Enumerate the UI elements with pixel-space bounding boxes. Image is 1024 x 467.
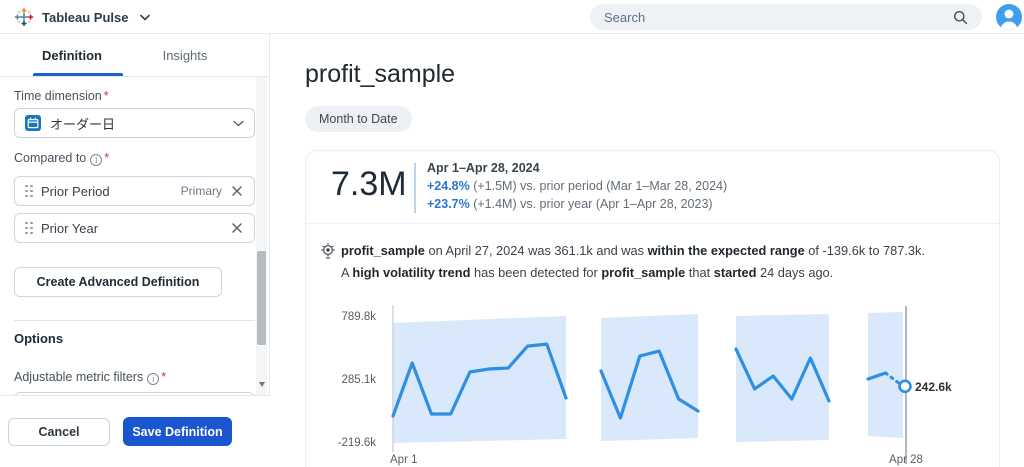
required-mark: * — [104, 151, 110, 165]
insight-text: profit_sample on April 27, 2024 was 361.… — [341, 240, 961, 284]
insight-line-1: profit_sample on April 27, 2024 was 361.… — [341, 243, 925, 258]
drag-handle-icon[interactable] — [25, 184, 33, 198]
user-avatar[interactable] — [996, 4, 1022, 30]
create-advanced-definition-button[interactable]: Create Advanced Definition — [14, 267, 222, 297]
scrollbar-track[interactable] — [256, 77, 267, 395]
calendar-icon — [25, 115, 41, 131]
comparison-block: Apr 1–Apr 28, 2024 +24.8% (+1.5M) vs. pr… — [427, 159, 727, 213]
primary-badge: Primary — [180, 184, 222, 198]
metric-card: 7.3M Apr 1–Apr 28, 2024 +24.8% (+1.5M) v… — [305, 150, 1000, 467]
compared-to-label: Compared to i * — [14, 151, 110, 166]
comparison-prior-period: +24.8% (+1.5M) vs. prior period (Mar 1–M… — [427, 179, 728, 193]
chip-label: Prior Year — [41, 220, 99, 236]
scrollbar-thumb[interactable] — [257, 251, 266, 345]
chip-label: Prior Period — [41, 183, 110, 199]
remove-chip-button[interactable] — [230, 221, 244, 235]
sidebar-tabs: Definition Insights — [0, 34, 269, 77]
current-value-label: 242.6k — [915, 380, 952, 394]
scrollbar-down-arrow[interactable] — [256, 377, 267, 391]
app-switcher[interactable]: Tableau Pulse — [14, 0, 151, 34]
person-icon — [1000, 9, 1018, 30]
comparison-prior-year: +23.7% (+1.4M) vs. prior year (Apr 1–Apr… — [427, 197, 713, 211]
comparison-chip-prior-year[interactable]: Prior Year — [14, 213, 255, 243]
info-icon: i — [90, 154, 103, 166]
section-divider — [14, 320, 255, 321]
card-divider — [306, 223, 999, 224]
tableau-logo-icon — [14, 8, 34, 26]
time-dimension-label: Time dimension * — [14, 89, 109, 103]
sidebar-footer: Cancel Save Definition — [0, 395, 270, 467]
sidebar-scroll-area: Time dimension * オーダー日 Compared to i * Prio… — [0, 77, 269, 395]
y-axis-tick: 285.1k — [341, 374, 376, 386]
x-axis-tick: Apr 28 — [889, 454, 923, 466]
chevron-down-icon — [233, 120, 244, 126]
options-heading: Options — [14, 331, 64, 346]
page-title: profit_sample — [305, 60, 456, 88]
insight-lightbulb-icon — [321, 243, 335, 259]
search-icon — [954, 10, 968, 24]
top-bar: Tableau Pulse Search — [0, 0, 1024, 34]
x-axis-tick: Apr 1 — [390, 454, 418, 466]
active-tab-underline — [33, 73, 123, 76]
y-axis-tick: -219.6k — [337, 437, 376, 449]
definition-sidebar: Definition Insights Time dimension * オーダー… — [0, 34, 270, 467]
info-icon: i — [147, 373, 160, 385]
app-title: Tableau Pulse — [42, 9, 129, 25]
cancel-button[interactable]: Cancel — [8, 418, 110, 446]
metric-value: 7.3M — [331, 165, 407, 203]
insight-line-2: A high volatility trend has been detecte… — [341, 265, 834, 280]
save-definition-button[interactable]: Save Definition — [123, 417, 232, 446]
close-icon — [232, 186, 242, 196]
y-axis-tick: 789.8k — [341, 311, 376, 323]
time-dimension-select[interactable]: オーダー日 — [14, 108, 255, 138]
chevron-down-icon — [140, 14, 151, 20]
required-mark: * — [161, 370, 167, 384]
main-content: profit_sample Month to Date 7.3M Apr 1–A… — [270, 34, 1024, 467]
metric-date-range: Apr 1–Apr 28, 2024 — [427, 161, 540, 175]
search-input[interactable]: Search — [590, 4, 982, 30]
tab-definition[interactable]: Definition — [42, 48, 102, 63]
time-dimension-value: オーダー日 — [50, 116, 116, 132]
close-icon — [232, 223, 242, 233]
comparison-chip-prior-period[interactable]: Prior Period Primary — [14, 176, 255, 206]
pulse-chart-svg: 242.6k — [391, 305, 952, 464]
period-filter-chip[interactable]: Month to Date — [305, 106, 412, 132]
remove-chip-button[interactable] — [230, 184, 244, 198]
metric-divider — [414, 163, 416, 213]
search-placeholder: Search — [604, 9, 646, 25]
adjustable-filters-label: Adjustable metric filters i * — [14, 370, 167, 385]
drag-handle-icon[interactable] — [25, 221, 33, 235]
tab-insights[interactable]: Insights — [162, 48, 208, 63]
required-mark: * — [103, 89, 109, 103]
